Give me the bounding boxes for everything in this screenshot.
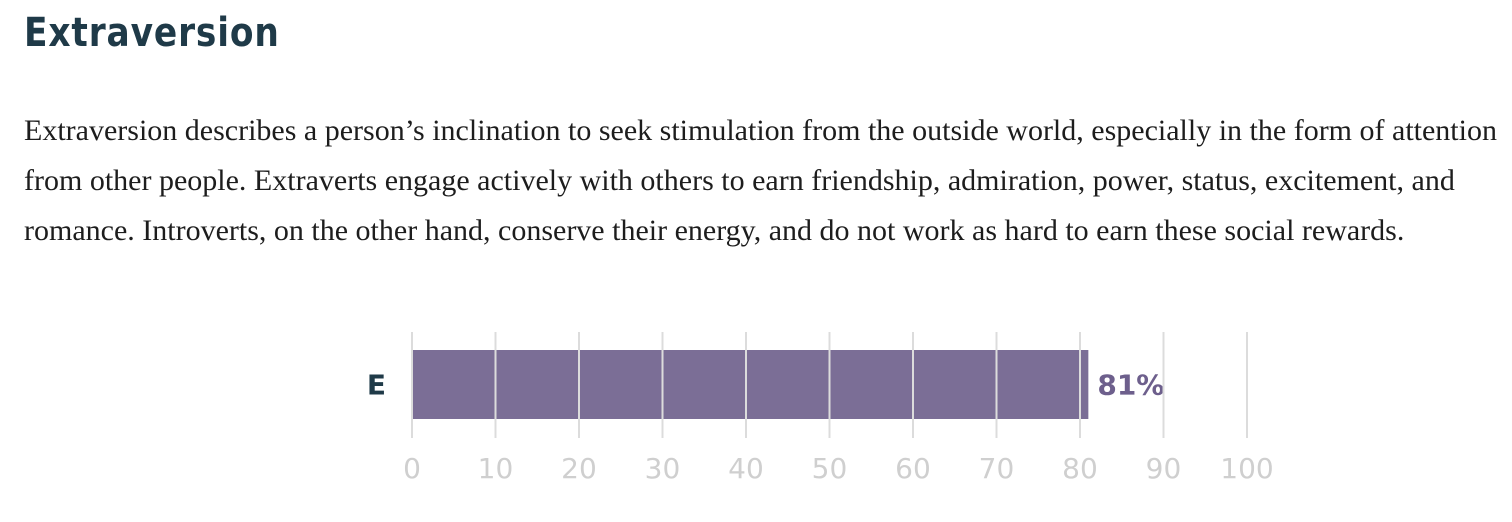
x-tick-label: 0 [403,452,421,485]
bar-e [412,350,1089,419]
x-tick-label: 60 [895,452,931,485]
x-tick-label: 40 [728,452,764,485]
value-label: 81% [1097,369,1164,402]
x-tick-label: 30 [645,452,681,485]
x-tick-label: 80 [1062,452,1098,485]
section-title: Extraversion [24,10,280,56]
x-tick-label: 70 [979,452,1015,485]
x-tick-label: 100 [1220,452,1273,485]
x-tick-label: 20 [561,452,597,485]
section-description: Extraversion describes a person’s inclin… [24,114,1497,247]
x-tick-label: 90 [1146,452,1182,485]
x-tick-label: 10 [478,452,514,485]
x-tick-label: 50 [812,452,848,485]
category-label: E [367,369,386,402]
